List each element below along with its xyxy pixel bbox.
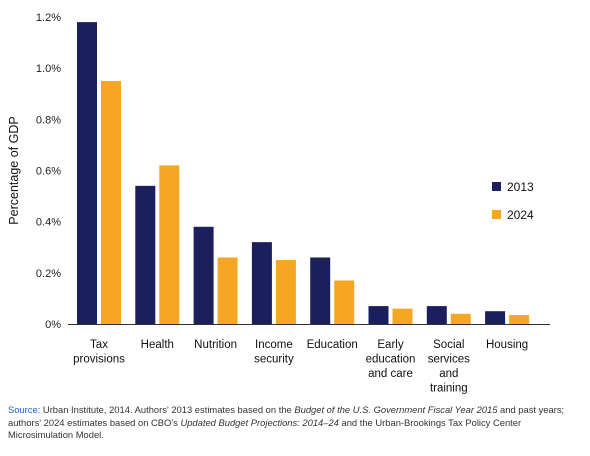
bar-2024 — [450, 313, 471, 324]
bar-2013 — [426, 306, 447, 324]
legend-swatch-2024 — [492, 210, 501, 219]
legend: 2013 2024 — [492, 180, 534, 222]
category-label-line: education — [366, 354, 416, 366]
bar-2013 — [193, 226, 214, 324]
bar-2024 — [217, 257, 238, 324]
source-label: Source: — [8, 404, 41, 415]
category-label-line: provisions — [73, 354, 125, 366]
bar-2013 — [77, 22, 97, 324]
bar-2024 — [509, 315, 530, 324]
bars — [77, 22, 530, 324]
bar-2013 — [251, 242, 272, 324]
source-text-2: and past years; authors' 2024 estimates … — [8, 404, 565, 428]
category-labels: Tax provisions Health Nutrition Income securi… — [73, 339, 528, 395]
category-label-line: Nutrition — [194, 339, 237, 351]
bar-2013 — [310, 257, 331, 324]
category-label: Tax provisions — [73, 339, 125, 366]
legend-label: 2024 — [507, 208, 534, 222]
category-label: Housing — [486, 339, 528, 351]
category-label-line: Education — [307, 339, 358, 351]
y-tick-label: 1.0% — [36, 63, 61, 75]
bar-2024 — [334, 280, 355, 324]
bar-2024 — [159, 165, 180, 324]
category-label-line: Income — [255, 339, 293, 351]
y-tick-label: 0.4% — [36, 217, 61, 229]
source-title-1: Budget of the U.S. Government Fiscal Yea… — [294, 404, 498, 415]
bar-2024 — [392, 308, 413, 324]
category-label-line: Social — [433, 339, 464, 351]
bar-2013 — [368, 306, 389, 324]
legend-label: 2013 — [507, 180, 534, 194]
category-label-line: Health — [141, 339, 174, 351]
y-tick-label: 0% — [45, 319, 61, 331]
category-label: Income security — [254, 339, 294, 366]
category-label-line: Housing — [486, 339, 528, 351]
category-label-line: Early — [377, 339, 403, 351]
category-label-line: Tax — [90, 339, 108, 351]
category-label-line: and — [439, 368, 458, 380]
category-label: Early education and care — [366, 339, 416, 380]
category-label: Nutrition — [194, 339, 237, 351]
legend-swatch-2013 — [492, 182, 501, 191]
category-label-line: training — [430, 383, 468, 395]
source-text-3: and the Urban-Brookings Tax Policy Cente… — [8, 416, 522, 441]
category-label: Health — [141, 339, 174, 351]
category-label: Social services and training — [428, 339, 470, 395]
source-note: Source: Urban Institute, 2014. Authors' … — [8, 404, 586, 442]
source-text-1: Urban Institute, 2014. Authors' 2013 est… — [40, 404, 295, 415]
bar-2013 — [135, 185, 156, 324]
y-axis-label: Percentage of GDP — [7, 116, 21, 224]
category-label-line: security — [254, 354, 294, 366]
category-label: Education — [307, 339, 358, 351]
category-label-line: services — [428, 354, 470, 366]
y-tick-label: 0.6% — [36, 166, 61, 178]
bar-2024 — [275, 260, 296, 324]
bar-chart: 0% 0.2% 0.4% 0.6% 0.8% 1.0% 1.2% Percentage of… — [7, 12, 550, 395]
y-axis-ticks: 0% 0.2% 0.4% 0.6% 0.8% 1.0% 1.2% — [36, 12, 61, 331]
bar-2013 — [485, 311, 506, 324]
y-tick-label: 0.2% — [36, 268, 61, 280]
y-tick-label: 1.2% — [36, 12, 61, 24]
source-title-2: Updated Budget Projections: 2014–24 — [180, 416, 339, 428]
y-tick-label: 0.8% — [36, 114, 61, 126]
bar-2024 — [101, 80, 121, 324]
category-label-line: and care — [368, 368, 413, 380]
